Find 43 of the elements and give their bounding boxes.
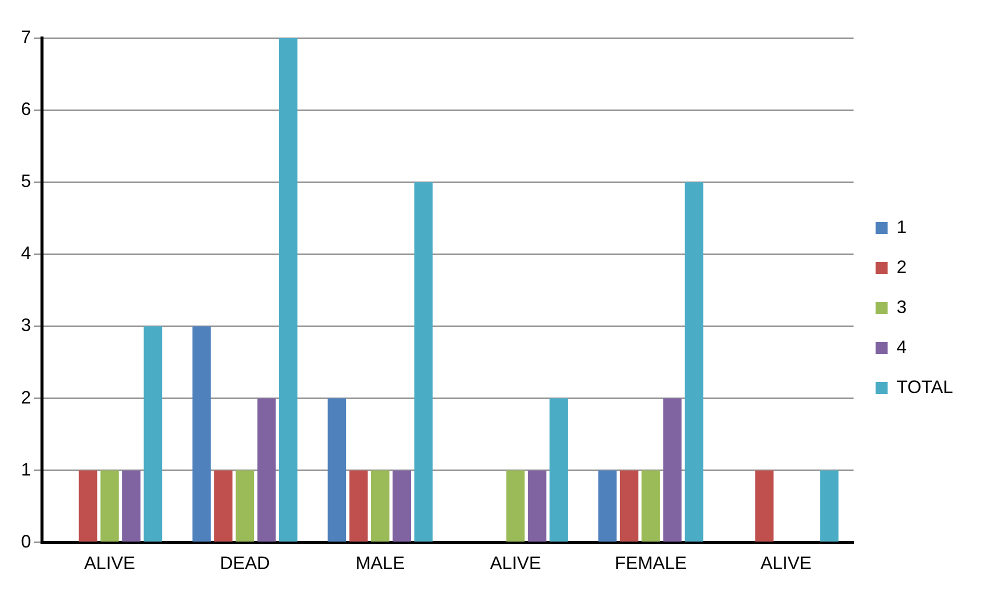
bar: [598, 470, 617, 542]
legend-label: 4: [896, 336, 907, 357]
y-tick-label: 3: [20, 315, 32, 336]
legend-label: 1: [896, 216, 907, 237]
legend-label: 3: [896, 296, 907, 317]
bar: [279, 38, 298, 542]
y-tick-label: 4: [20, 243, 32, 264]
x-tick-label: MALE: [356, 553, 405, 574]
y-tick-label: 0: [20, 531, 32, 552]
bar: [78, 470, 98, 542]
bar: [328, 398, 346, 542]
bar: [620, 470, 638, 542]
bar: [528, 470, 546, 542]
bar: [755, 470, 774, 542]
bar: [192, 326, 211, 542]
x-tick-label: ALIVE: [84, 553, 136, 574]
bar: [506, 470, 525, 542]
y-tick-label: 5: [20, 171, 32, 192]
y-tick-label: 7: [20, 26, 32, 47]
legend-label: TOTAL: [896, 376, 954, 397]
bar: [122, 470, 140, 542]
bar: [414, 182, 433, 542]
x-tick-label: DEAD: [220, 553, 270, 574]
bar: [214, 470, 232, 542]
legend-label: 2: [896, 256, 907, 277]
bar: [684, 182, 704, 542]
bar: [642, 470, 660, 542]
bar: [663, 398, 682, 542]
bar: [820, 470, 839, 542]
x-tick-label: FEMALE: [614, 553, 687, 574]
y-tick-label: 6: [20, 99, 32, 120]
bar: [100, 470, 119, 542]
x-tick-label: ALIVE: [760, 553, 812, 574]
bar: [257, 398, 276, 542]
y-tick-label: 2: [20, 387, 32, 408]
bar: [392, 470, 412, 542]
bar: [144, 326, 162, 542]
bar: [349, 470, 368, 542]
x-tick-label: ALIVE: [490, 553, 541, 574]
y-tick-label: 1: [20, 459, 32, 480]
bar: [550, 398, 568, 542]
bar: [236, 470, 254, 542]
bar: [370, 470, 390, 542]
